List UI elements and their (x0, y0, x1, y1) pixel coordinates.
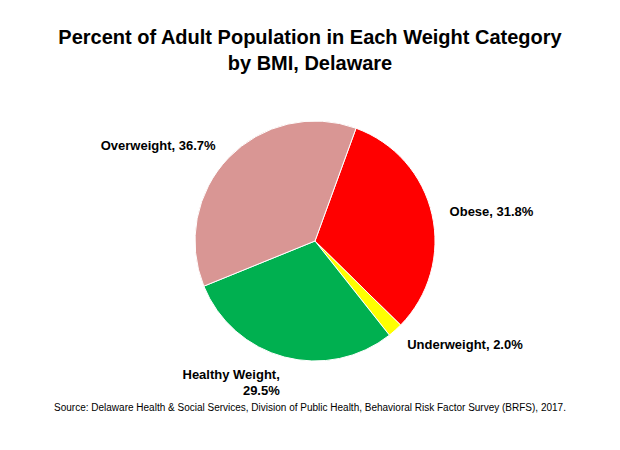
svg-text:Obese, 31.8%: Obese, 31.8% (450, 203, 534, 218)
svg-text:Underweight, 2.0%: Underweight, 2.0% (407, 336, 523, 351)
html-text:Percent of Adult Population in: Percent of Adult Population in Each Weig… (58, 26, 562, 74)
svg-text:Healthy Weight,29.5%: Healthy Weight,29.5% (183, 367, 281, 398)
svg-text:Overweight, 36.7%: Overweight, 36.7% (101, 138, 216, 153)
html-text:Source: Delaware Health & Soci: Source: Delaware Health & Social Service… (54, 402, 566, 413)
